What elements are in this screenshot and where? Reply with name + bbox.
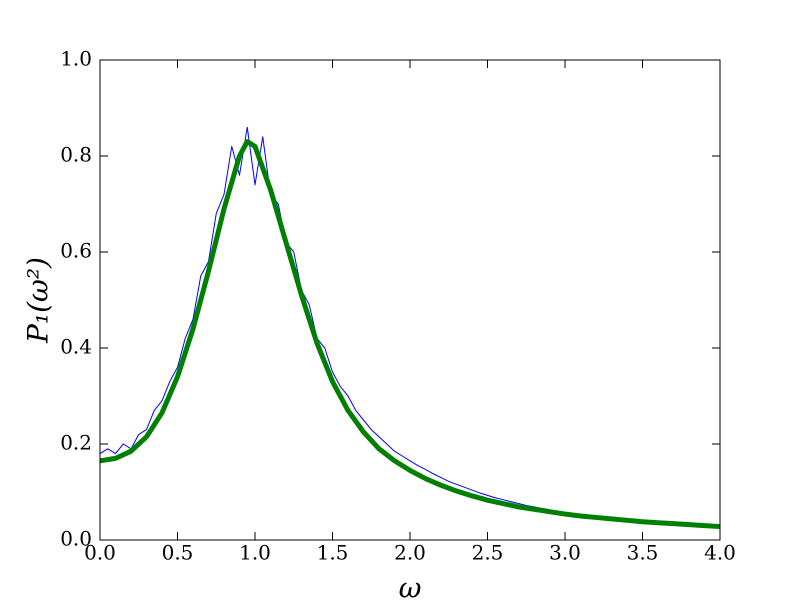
y-axis-label: P₁(ω²) (22, 257, 55, 344)
x-tick-label: 3.0 (549, 541, 581, 565)
data-line (99, 139, 721, 530)
y-tick-label: 0.4 (60, 335, 92, 359)
x-tick-label: 3.5 (627, 541, 659, 565)
y-tick-label: 0.2 (60, 431, 92, 455)
data-line (99, 126, 643, 522)
x-tick-label: 2.0 (394, 541, 426, 565)
y-tick-label: 1.0 (60, 47, 92, 71)
x-tick-label: 1.5 (317, 541, 349, 565)
x-tick-label: 4.0 (704, 541, 736, 565)
x-axis-label: ω (399, 572, 422, 600)
x-tick-label: 1.0 (239, 541, 271, 565)
y-tick-label: 0.0 (60, 527, 92, 551)
x-tick-label: 0.0 (84, 541, 116, 565)
y-tick-label: 0.8 (60, 143, 92, 167)
y-tick-label: 0.6 (60, 239, 92, 263)
x-tick-label: 0.5 (162, 541, 194, 565)
x-tick-label: 2.5 (472, 541, 504, 565)
